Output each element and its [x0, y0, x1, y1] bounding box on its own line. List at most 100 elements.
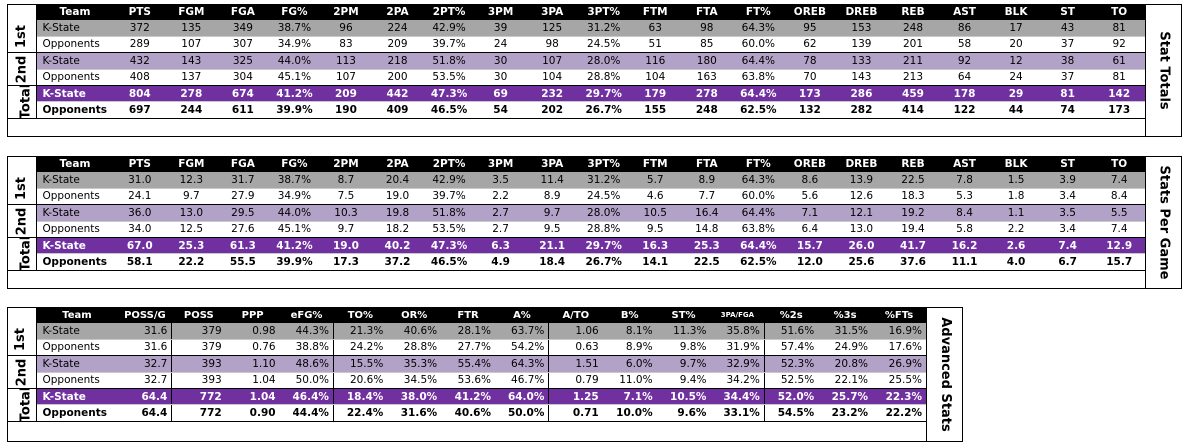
stat-cell: 63.8%: [732, 69, 785, 87]
stat-cell: 21.3%: [333, 323, 388, 340]
stat-cell: 3.4: [1041, 188, 1094, 206]
stat-cell: 12.9: [1093, 237, 1145, 255]
stat-cell: 8.7: [320, 172, 372, 189]
stat-cell: 63.8%: [732, 221, 785, 239]
stat-cell: 24: [474, 36, 527, 54]
stat-cell: 39.7%: [423, 36, 475, 54]
table-row: Opponents 408 137 304 45.1% 107 200 53.5% 30 104 2…: [8, 69, 1145, 87]
stat-cell: 11.4: [526, 172, 578, 189]
stat-cell: 442: [371, 85, 424, 103]
period-label: 2nd: [8, 204, 37, 239]
table-row: 2nd K-State 432 143 325 44.0% 113 218 51.8% 30 107…: [8, 52, 1145, 87]
team-cell: K-State: [36, 85, 114, 103]
stat-cell: 92: [1093, 36, 1145, 54]
stat-cell: 116: [629, 52, 682, 70]
header-row: Team PTS FGM FGA FG% 2PM 2PA 2PT% 3PM 3PA 3PT% FTM F…: [8, 157, 1145, 172]
table-row: Total K-State 64.4 772 1.04 46.4% 18.4% 38.0% 41…: [8, 388, 926, 422]
stat-cell: 104: [629, 69, 682, 87]
table-row: Opponents 34.0 12.5 27.6 45.1% 9.7 18.2 53.5% 2.…: [8, 221, 1145, 239]
stat-cell: 0.76: [225, 339, 280, 357]
stat-cell: 31.6%: [387, 404, 442, 422]
stat-cell: 7.4: [1093, 172, 1145, 189]
stat-cell: 12.1: [835, 204, 888, 222]
period-label-text: 1st: [12, 327, 28, 351]
stat-cell: 5.5: [1093, 204, 1145, 222]
stat-cell: 62.5%: [732, 253, 785, 271]
column-header: FGA: [217, 157, 269, 172]
column-header: REB: [887, 5, 939, 20]
column-header: FT%: [732, 157, 785, 172]
period-label-text: Total: [18, 388, 34, 422]
stat-cell: 61.3: [217, 237, 269, 255]
column-header: 2PT%: [423, 157, 475, 172]
stat-cell: 22.5: [681, 253, 733, 271]
stat-cell: 611: [217, 101, 269, 119]
column-header: DREB: [835, 157, 888, 172]
column-header: TO%: [333, 308, 388, 323]
stat-cell: 12.3: [165, 172, 218, 189]
stat-cell: 393: [171, 355, 226, 373]
stat-cell: 772: [171, 404, 226, 422]
stat-cell: 697: [114, 101, 166, 119]
stat-cell: 11.3%: [656, 323, 711, 340]
stat-cell: 3.4: [1041, 221, 1094, 239]
stat-cell: 22.3%: [872, 388, 926, 406]
stat-cell: 41.7: [887, 237, 939, 255]
stat-cell: 24.5%: [577, 36, 630, 54]
team-cell: K-State: [36, 172, 114, 189]
stat-cell: 28.8%: [577, 221, 630, 239]
stat-cell: 8.1%: [602, 323, 657, 340]
stat-cell: 3.5: [474, 172, 527, 189]
stat-cell: 53.5%: [423, 69, 475, 87]
stat-cell: 5.3: [938, 188, 991, 206]
column-header: AST: [938, 157, 991, 172]
stat-cell: 13.0: [165, 204, 218, 222]
stat-cell: 64.4%: [732, 237, 785, 255]
stat-cell: 24.1: [114, 188, 166, 206]
stat-cell: 11.1: [938, 253, 991, 271]
stat-cell: 30: [474, 52, 527, 70]
stat-cell: 60.0%: [732, 36, 785, 54]
team-cell: K-State: [36, 204, 114, 222]
advanced-stats-table: Team POSS/G POSS PPP eFG% TO% OR% FTR A% A/TO B% ST…: [8, 308, 926, 422]
stat-cell: 16.4: [681, 204, 733, 222]
stat-cell: 40.6%: [441, 404, 496, 422]
column-header: DREB: [835, 5, 888, 20]
stat-cell: 38.7%: [268, 172, 321, 189]
stat-cell: 248: [887, 20, 939, 37]
period-label: 1st: [8, 323, 37, 357]
period-label-text: 1st: [14, 176, 30, 200]
stat-cell: 7.1: [784, 204, 836, 222]
stat-cell: 18.4: [526, 253, 578, 271]
stat-cell: 54.2%: [495, 339, 550, 357]
stat-cell: 62.5%: [732, 101, 785, 119]
stat-cell: 39.9%: [268, 253, 321, 271]
column-header: 2PA: [371, 157, 424, 172]
stat-totals-table: Team PTS FGM FGA FG% 2PM 2PA 2PT% 3PM 3PA 3PT% FTM F…: [8, 5, 1145, 119]
stat-cell: 10.5: [629, 204, 682, 222]
stat-cell: 22.2: [165, 253, 218, 271]
stat-cell: 218: [371, 52, 424, 70]
stat-cell: 51: [629, 36, 682, 54]
stat-cell: 37.2: [371, 253, 424, 271]
stat-cell: 16.3: [629, 237, 682, 255]
stat-cell: 34.9%: [268, 36, 321, 54]
header-corner: [8, 5, 36, 20]
stat-cell: 15.7: [784, 237, 836, 255]
stat-cell: 31.5%: [818, 323, 873, 340]
team-cell: K-State: [36, 323, 118, 340]
stat-cell: 349: [217, 20, 269, 37]
stat-cell: 4.9: [474, 253, 527, 271]
stat-cell: 12.0: [784, 253, 836, 271]
stat-cell: 137: [165, 69, 218, 87]
stat-cell: 81: [1093, 20, 1145, 37]
table-row: Total K-State 67.0 25.3 61.3 41.2% 19.0 40.2 47.…: [8, 237, 1145, 271]
stat-cell: 133: [835, 52, 888, 70]
stat-cell: 98: [526, 36, 578, 54]
column-header: %2s: [764, 308, 819, 323]
stat-cell: 37: [1041, 69, 1094, 87]
stat-cell: 9.7%: [656, 355, 711, 373]
stat-cell: 29: [990, 85, 1042, 103]
stat-cell: 31.9%: [710, 339, 765, 357]
stat-cell: 10.0%: [602, 404, 657, 422]
